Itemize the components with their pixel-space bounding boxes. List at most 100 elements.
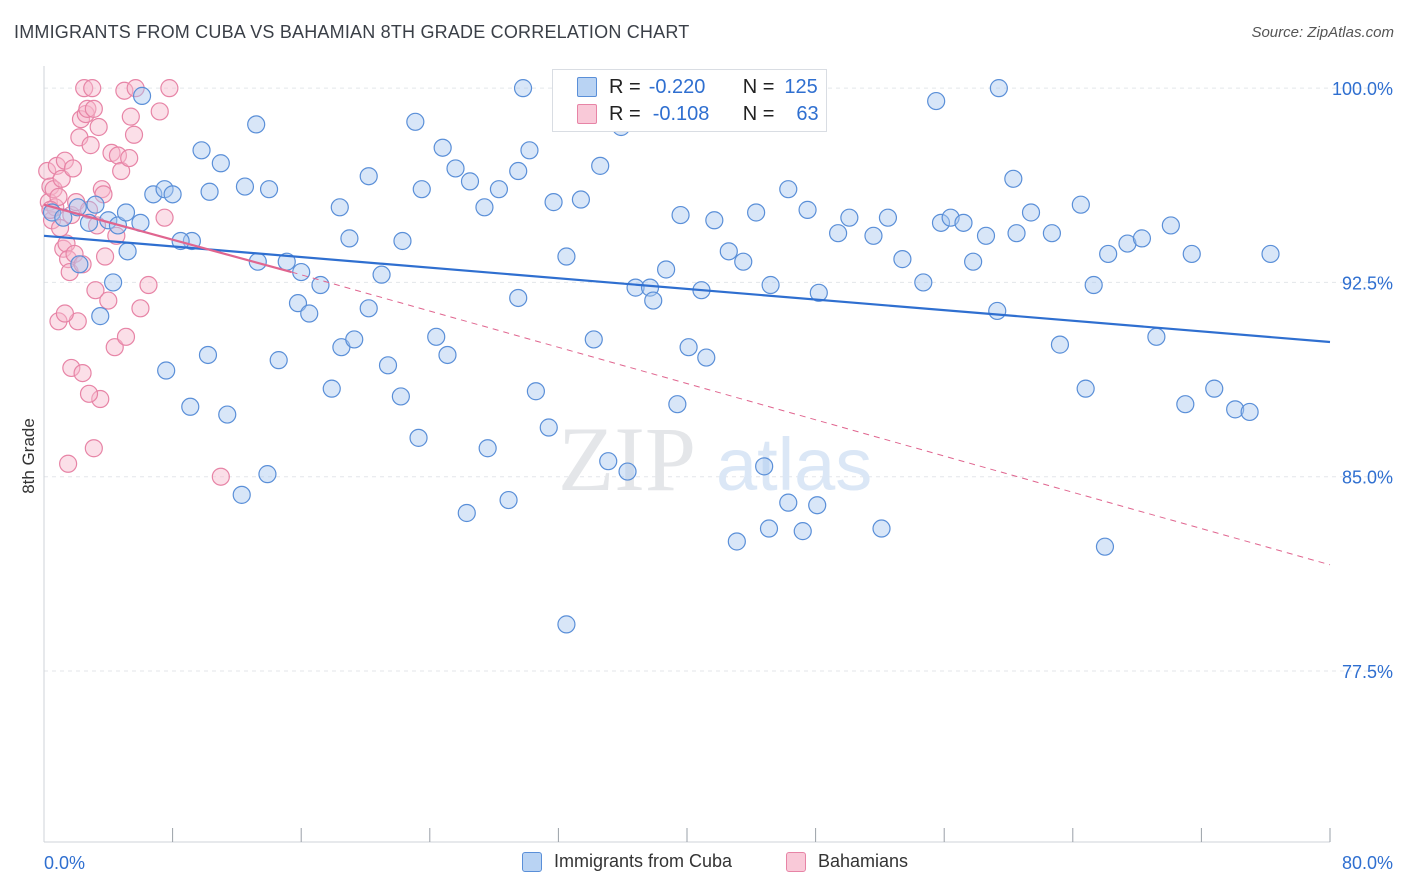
cuba-point (157, 361, 176, 380)
cuba-point (584, 330, 603, 349)
cuba-point (657, 260, 676, 279)
cuba-point (322, 379, 341, 398)
cuba-point (1147, 327, 1166, 346)
cuba-point (70, 255, 89, 274)
cuba-point (1261, 244, 1280, 264)
cuba-point (872, 519, 891, 538)
bahamians-point (86, 281, 105, 300)
bahamians-point (73, 364, 92, 383)
cuba-point (697, 348, 716, 367)
cuba-point (378, 356, 398, 375)
cuba-point (460, 172, 480, 191)
cuba-point (1007, 224, 1026, 243)
bahamians-point (62, 358, 81, 378)
cuba-point (976, 226, 996, 245)
cuba-point (118, 242, 137, 261)
bahamians-point (150, 102, 169, 121)
cuba-point (1021, 203, 1041, 222)
cuba-point (1042, 224, 1062, 243)
cuba-point (864, 226, 883, 245)
cuba-point (671, 205, 690, 225)
bahamians-point (95, 247, 115, 266)
cuba-n-value: 125 (784, 75, 818, 98)
cuba-point (557, 615, 576, 634)
cuba-point (809, 283, 828, 302)
legend-item-cuba: Immigrants from Cuba (522, 851, 732, 872)
watermark-atlas: atlas (716, 423, 872, 506)
legend-cuba-swatch (522, 851, 542, 872)
bahamians-point (59, 454, 78, 473)
cuba-point (235, 177, 255, 196)
cuba-point (544, 193, 563, 212)
cuba-point (200, 182, 219, 201)
bahamians-swatch (577, 104, 597, 124)
cuba-point (438, 345, 457, 365)
bahamians-point (81, 136, 100, 155)
cuba-point (372, 265, 391, 284)
bahamians-point (160, 79, 179, 98)
cuba-point (893, 250, 912, 269)
bahamians-point (211, 467, 230, 486)
cuba-point (311, 275, 330, 295)
bahamians-n-label: N = (742, 102, 775, 125)
bahamians-point (139, 275, 158, 295)
bahamians-point (112, 161, 131, 181)
cuba-point (406, 112, 425, 131)
stats-legend-row-cuba: R = -0.220 N = 125 (577, 74, 818, 100)
cuba-point (393, 231, 412, 251)
bahamians-point (52, 169, 71, 188)
cuba-point (618, 462, 637, 481)
cuba-point (499, 490, 518, 510)
cuba-point (755, 457, 774, 476)
cuba-point (964, 252, 983, 271)
cuba-point (489, 180, 509, 199)
stats-legend-row-bahamians: R = -0.108 N = 63 (577, 101, 819, 127)
cuba-point (478, 439, 497, 458)
cuba-point (181, 397, 200, 416)
cuba-point (218, 405, 237, 424)
stats-legend: R = -0.220 N = 125 R = -0.108 N = 63 (552, 69, 827, 132)
cuba-point (258, 465, 277, 484)
cuba-r-value: -0.220 (648, 75, 706, 98)
bahamians-point (84, 439, 103, 458)
cuba-point (412, 180, 431, 199)
cuba-point (798, 200, 817, 219)
cuba-point (747, 203, 766, 222)
bahamians-point (121, 107, 140, 126)
bahamians-point (120, 148, 139, 168)
cuba-point (259, 180, 279, 199)
cuba-point (705, 211, 724, 230)
bahamians-point (84, 99, 103, 118)
bahamians-point (108, 146, 128, 165)
cuba-point (391, 387, 410, 406)
cuba-point (340, 229, 359, 248)
cuba-point (734, 252, 753, 271)
grid-lines (44, 87, 1390, 672)
bahamians-point (38, 161, 57, 181)
bahamians-point (131, 299, 150, 318)
cuba-point (446, 159, 465, 178)
cuba-point (644, 291, 663, 310)
cuba-point (359, 167, 378, 186)
y-tick-labels: 77.5% 85.0% 92.5% 100.0% (1332, 79, 1393, 682)
cuba-point (761, 275, 780, 295)
cuba-point (91, 307, 110, 326)
cuba-point (668, 395, 687, 414)
cuba-point (829, 224, 848, 243)
cuba-point (1050, 335, 1070, 354)
cuba-point (1226, 400, 1245, 419)
cuba-swatch (577, 77, 597, 97)
cuba-point (840, 208, 859, 227)
cuba-point (300, 304, 319, 323)
cuba-point (679, 338, 698, 357)
watermark: ZIP atlas (558, 408, 872, 510)
cuba-point (526, 382, 545, 401)
cuba-point (211, 154, 230, 173)
cuba-point (1084, 275, 1103, 295)
bahamians-point (124, 125, 144, 144)
bahamians-point (105, 338, 124, 357)
cuba-point (509, 161, 528, 181)
cuba-point (878, 208, 898, 227)
bahamians-point (63, 159, 83, 178)
cuba-point (104, 273, 123, 292)
